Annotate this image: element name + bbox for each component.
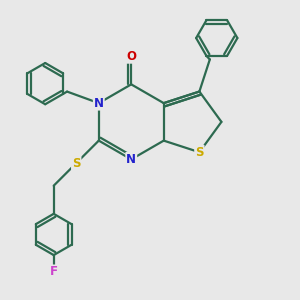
Text: N: N [94, 97, 104, 110]
Text: S: S [72, 157, 80, 170]
Text: O: O [126, 50, 136, 63]
Text: S: S [195, 146, 204, 159]
Text: N: N [126, 153, 136, 166]
Text: F: F [50, 266, 58, 278]
